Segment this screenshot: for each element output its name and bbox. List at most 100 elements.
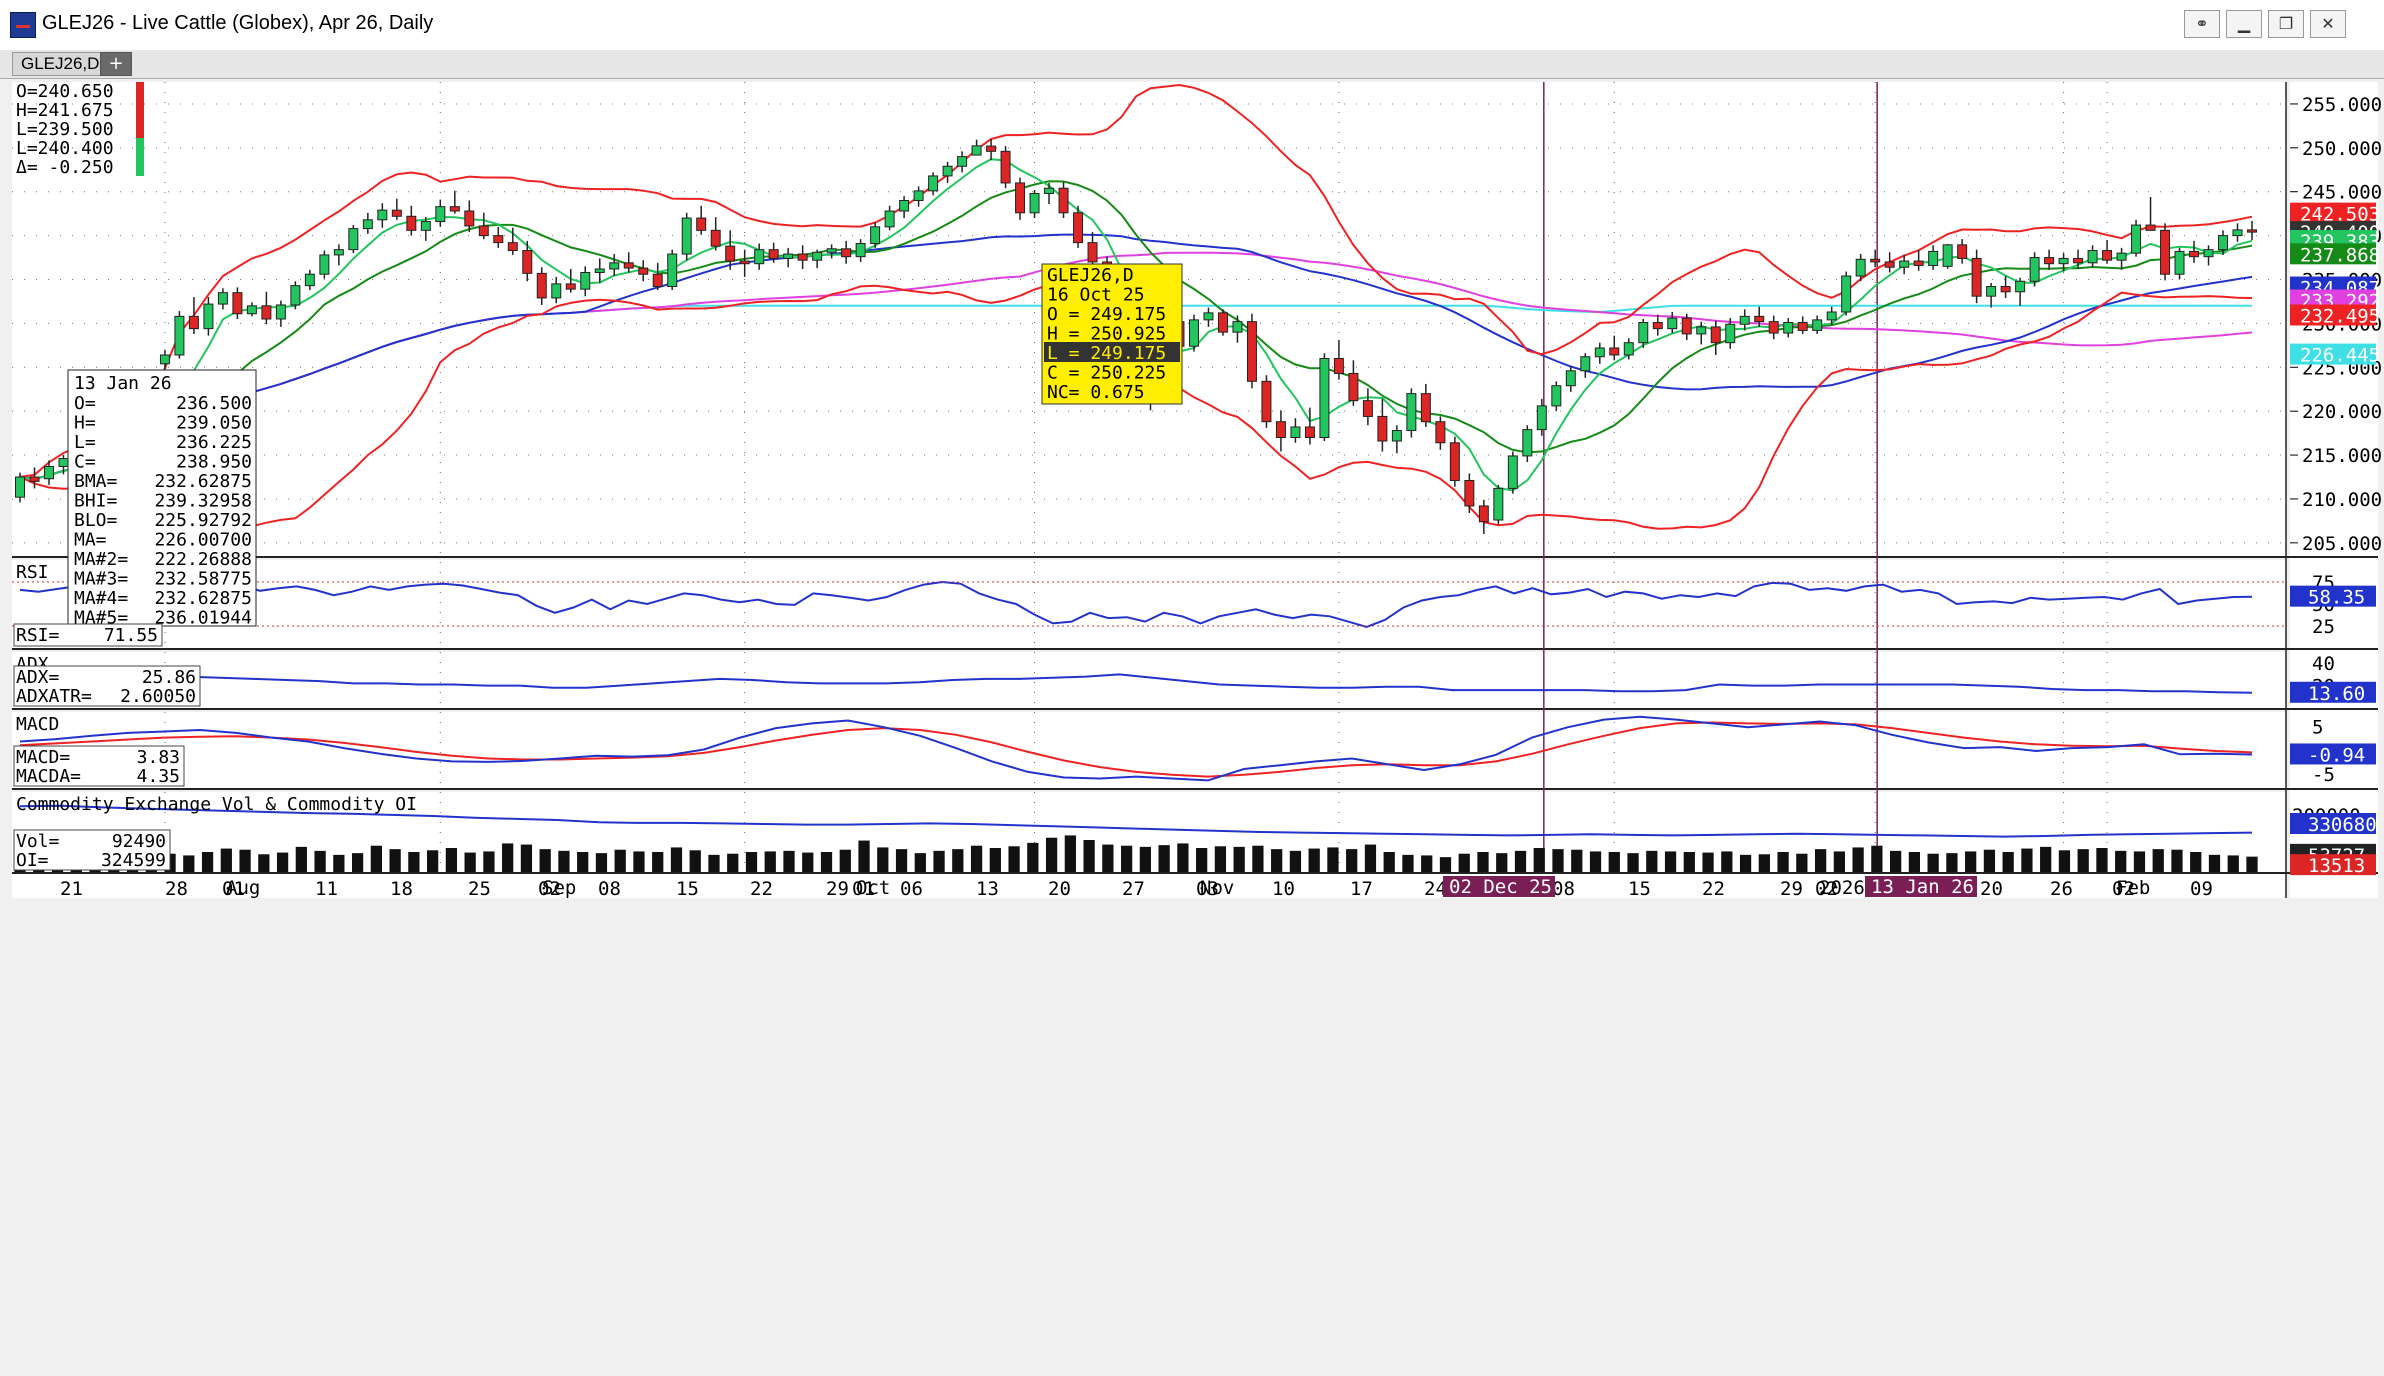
candle-body xyxy=(2247,229,2257,233)
candle-body xyxy=(1594,347,1605,358)
volume-bar xyxy=(633,851,645,872)
candle-body xyxy=(1058,187,1069,214)
volume-bar xyxy=(1571,849,1583,872)
adx-line xyxy=(19,672,2253,694)
date-highlight-badge xyxy=(1865,876,1977,897)
volume-bar xyxy=(1871,845,1883,872)
volume-bar xyxy=(1608,852,1620,872)
candle-body xyxy=(1725,323,1736,344)
cursor-value: 222.26888 xyxy=(154,549,252,570)
volume-bar xyxy=(2040,846,2052,872)
cursor-key: BMA= xyxy=(74,471,118,492)
candle-body xyxy=(406,215,417,231)
cursor-key: BHI= xyxy=(74,491,118,512)
date-tick-label: 2026 xyxy=(1819,877,1865,899)
candle-body xyxy=(1884,261,1895,268)
volume-value-badge xyxy=(2290,854,2376,876)
cursor-info-box xyxy=(67,369,257,627)
candle-body xyxy=(1188,319,1199,347)
candle-body xyxy=(43,465,54,480)
candle-body xyxy=(246,305,257,315)
candle-body xyxy=(2029,257,2040,282)
volume-bar xyxy=(2227,855,2239,872)
volume-bar xyxy=(1721,851,1733,872)
date-tick-label: Aug xyxy=(226,877,260,899)
add-tab-button[interactable]: + xyxy=(100,52,132,76)
chart-area[interactable]: 255.000250.000245.000240.000235.000230.0… xyxy=(0,78,2384,1376)
volume-bar xyxy=(445,848,458,872)
cursor-key: H= xyxy=(74,413,96,434)
candle-body xyxy=(290,285,301,306)
volume-bar xyxy=(727,853,739,872)
cursor-key: MA#4= xyxy=(74,588,128,609)
volume-bar xyxy=(427,850,439,872)
candle-body xyxy=(1797,322,1808,331)
candle-body xyxy=(1073,212,1084,244)
cursor-value: 236.500 xyxy=(176,393,252,414)
volume-bar xyxy=(1965,851,1977,872)
candle-body xyxy=(913,190,924,201)
pane-tick-label: 40 xyxy=(2312,653,2335,675)
candle-body xyxy=(507,242,518,252)
tab-bar: GLEJ26,D + xyxy=(0,50,2384,79)
candle-body xyxy=(783,253,794,259)
volume-bar xyxy=(1833,851,1845,872)
candle-body xyxy=(1899,260,1910,268)
volume-bar xyxy=(708,854,720,872)
candle-body xyxy=(1739,315,1750,325)
volume-bar xyxy=(502,843,514,872)
macd-readout-label: MACDA= xyxy=(16,766,81,787)
candle-body xyxy=(739,260,750,265)
tooltip-line: O = 249.175 xyxy=(1047,304,1166,325)
adx-readout-label: ADX= xyxy=(16,667,60,688)
volume-bar xyxy=(1533,848,1545,872)
date-tick-label: Feb xyxy=(2116,877,2150,899)
volume-bar xyxy=(1364,844,1377,872)
date-tick-label: 11 xyxy=(315,878,338,900)
tab-glej26[interactable]: GLEJ26,D xyxy=(12,52,109,76)
candle-body xyxy=(362,219,373,230)
close-button[interactable]: ✕ xyxy=(2310,10,2346,38)
candle-body xyxy=(1870,258,1881,263)
volume-bar xyxy=(276,852,289,872)
date-tick-label: 17 xyxy=(1350,878,1373,900)
macd-readout-value: 3.83 xyxy=(137,747,180,768)
volume-bar xyxy=(877,847,889,872)
cursor-value: 225.92792 xyxy=(154,510,252,531)
adx-readout-box xyxy=(13,665,201,707)
candle-body xyxy=(1609,347,1620,356)
volume-bar xyxy=(201,852,214,872)
volume-bar xyxy=(1477,852,1489,872)
candle-body xyxy=(942,165,953,177)
volume-bar xyxy=(802,852,814,872)
candle-body xyxy=(609,262,620,270)
candle-body xyxy=(1507,455,1518,489)
link-icon[interactable]: ⚭ xyxy=(2184,10,2220,38)
candle-body xyxy=(1493,487,1504,521)
macd-value-badge xyxy=(2290,743,2376,765)
cursor-key: MA#3= xyxy=(74,569,128,590)
volume-value-label: 13513 xyxy=(2308,855,2365,877)
volume-bar xyxy=(2133,851,2146,872)
volume-bar xyxy=(1102,844,1114,872)
date-highlight-label: 02 Dec 25 xyxy=(1449,876,1552,898)
candle-body xyxy=(493,235,504,244)
minimize-button[interactable]: ▁ xyxy=(2226,10,2262,38)
volume-bar xyxy=(183,855,195,872)
volume-bar xyxy=(1252,845,1264,872)
candle-body xyxy=(1913,260,1924,266)
candle-body xyxy=(884,210,895,228)
candle-body xyxy=(1957,244,1968,259)
candle-body xyxy=(1638,322,1649,344)
candle-body xyxy=(1696,326,1707,335)
candle-body xyxy=(2102,250,2113,261)
volume-bar xyxy=(1439,857,1452,872)
volume-bar xyxy=(1308,848,1320,872)
restore-button[interactable]: ❐ xyxy=(2268,10,2304,38)
candle-body xyxy=(1522,429,1533,457)
candle-body xyxy=(2044,257,2055,265)
candle-body xyxy=(2189,250,2200,258)
volume-bar xyxy=(970,845,983,872)
cursor-value: 239.32958 xyxy=(154,491,252,512)
candle-body xyxy=(565,283,576,290)
